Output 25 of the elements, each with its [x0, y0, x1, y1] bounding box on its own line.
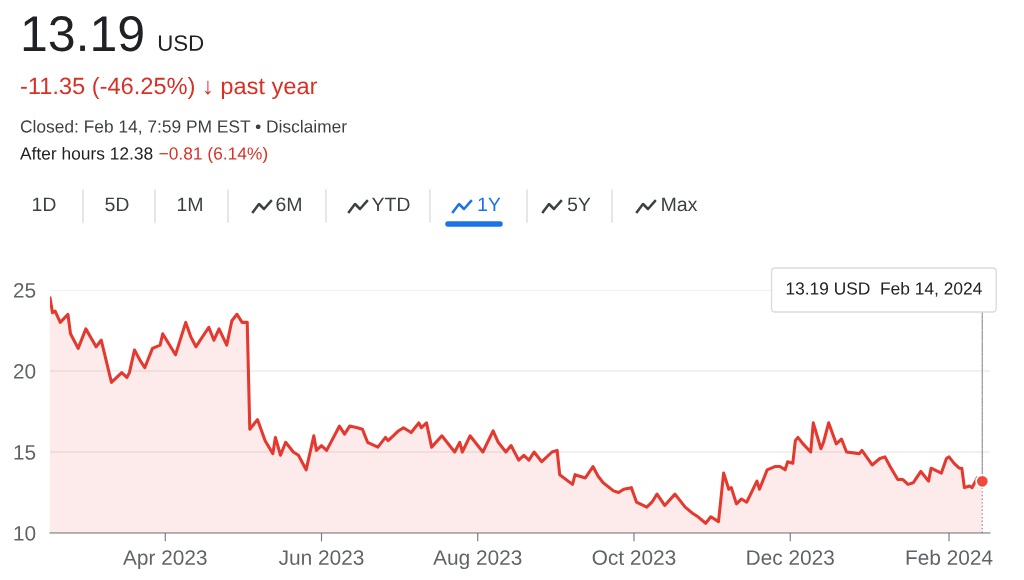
y-tick-label: 10	[14, 526, 36, 541]
text: After hours 12.38	[20, 146, 153, 160]
text: 1Y	[478, 197, 501, 212]
text: Max	[662, 197, 698, 212]
x-tick-label: Dec 2023	[747, 550, 834, 565]
text: 5D	[105, 197, 129, 212]
chart-title: 13.19	[23, 16, 143, 52]
text: −0.81 (6.14%)	[159, 146, 268, 164]
y-tick-label: 25	[13, 283, 36, 298]
y-tick-label: 15	[14, 445, 36, 460]
annotation: 13.19 USD Feb 14, 2024	[786, 281, 982, 297]
x-tick-label: Aug 2023	[433, 550, 522, 570]
x-tick-label: Apr 2023	[123, 550, 207, 570]
x-tick-label: Oct 2023	[592, 550, 676, 565]
text: 6M	[276, 197, 301, 212]
text: 1M	[177, 197, 202, 212]
text: YTD	[371, 197, 410, 212]
y-tick-label: 20	[13, 364, 36, 379]
x-tick-label: Jun 2023	[278, 550, 364, 565]
x-tick-label: Feb 2024	[906, 549, 993, 565]
text: 1D	[33, 197, 56, 212]
text: 5Y	[567, 197, 591, 212]
text: Closed: Feb 14, 7:59 PM EST • Disclaimer	[20, 119, 347, 135]
chart-subtitle: USD	[158, 35, 204, 51]
text: -11.35 (-46.25%) ↓ past year	[21, 77, 318, 100]
